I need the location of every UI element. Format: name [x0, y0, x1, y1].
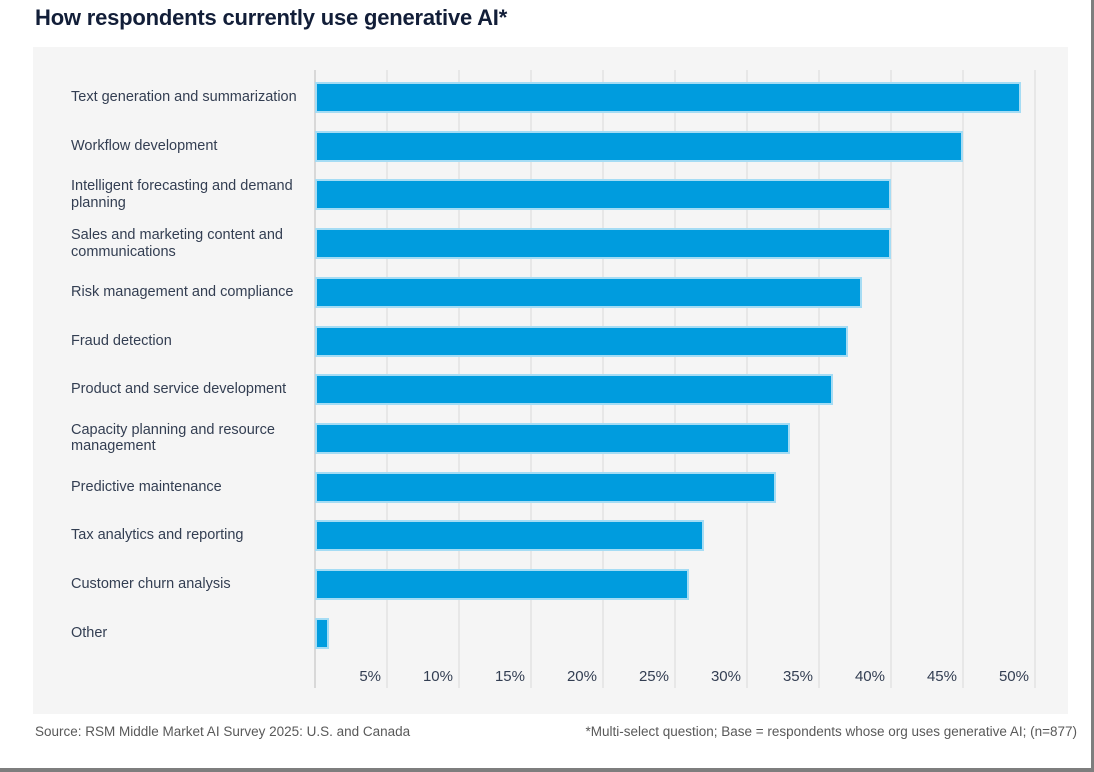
bar [315, 422, 791, 454]
bar [315, 520, 704, 552]
bar [315, 617, 330, 649]
gridline [1034, 70, 1036, 688]
category-label: Tax analytics and reporting [71, 527, 244, 544]
x-axis-tick-label: 20% [566, 668, 597, 685]
category-label: Customer churn analysis [71, 576, 231, 593]
chart-title: How respondents currently use generative… [35, 5, 508, 30]
category-label: Intelligent forecasting and demand plann… [71, 178, 293, 211]
category-label: Product and service development [71, 381, 287, 398]
category-label: Sales and marketing content and communic… [71, 226, 283, 260]
bar [315, 569, 690, 600]
x-axis-tick-label: 35% [782, 668, 813, 685]
category-label: Fraud detection [71, 332, 172, 349]
chart-footer: Source: RSM Middle Market AI Survey 2025… [35, 724, 1077, 739]
gridline [890, 70, 892, 688]
chart-panel: 5% 10% 15% 20% 25% 30% 35% 40% 45% 50% Text genera… [33, 47, 1068, 714]
source-note: Source: RSM Middle Market AI Survey 2025… [35, 724, 411, 739]
bar [315, 179, 891, 211]
x-axis-tick-label: 15% [494, 668, 525, 685]
category-label: Workflow development [71, 137, 218, 154]
x-axis-tick-label: 25% [638, 668, 669, 685]
category-label: Predictive maintenance [71, 478, 222, 495]
bar [315, 130, 963, 162]
x-axis-tick-label: 30% [710, 668, 741, 685]
category-label: Text generation and summarization [71, 89, 297, 106]
x-axis-tick-label: 10% [422, 668, 453, 685]
gridline [962, 70, 964, 688]
bar [315, 82, 1021, 113]
bar [315, 228, 891, 260]
category-label: Other [71, 624, 108, 641]
bar [315, 276, 863, 308]
category-label: Capacity planning and resource managemen… [71, 421, 275, 455]
bar [315, 325, 848, 357]
bar [315, 374, 834, 406]
bar [315, 471, 776, 503]
x-axis-tick-label: 5% [359, 668, 381, 685]
x-axis-tick-label: 40% [854, 668, 885, 685]
x-axis-tick-label: 45% [926, 668, 957, 685]
category-label: Risk management and compliance [71, 283, 294, 300]
footnote: *Multi-select question; Base = responden… [585, 724, 1077, 739]
x-axis-tick-label: 50% [998, 668, 1029, 685]
